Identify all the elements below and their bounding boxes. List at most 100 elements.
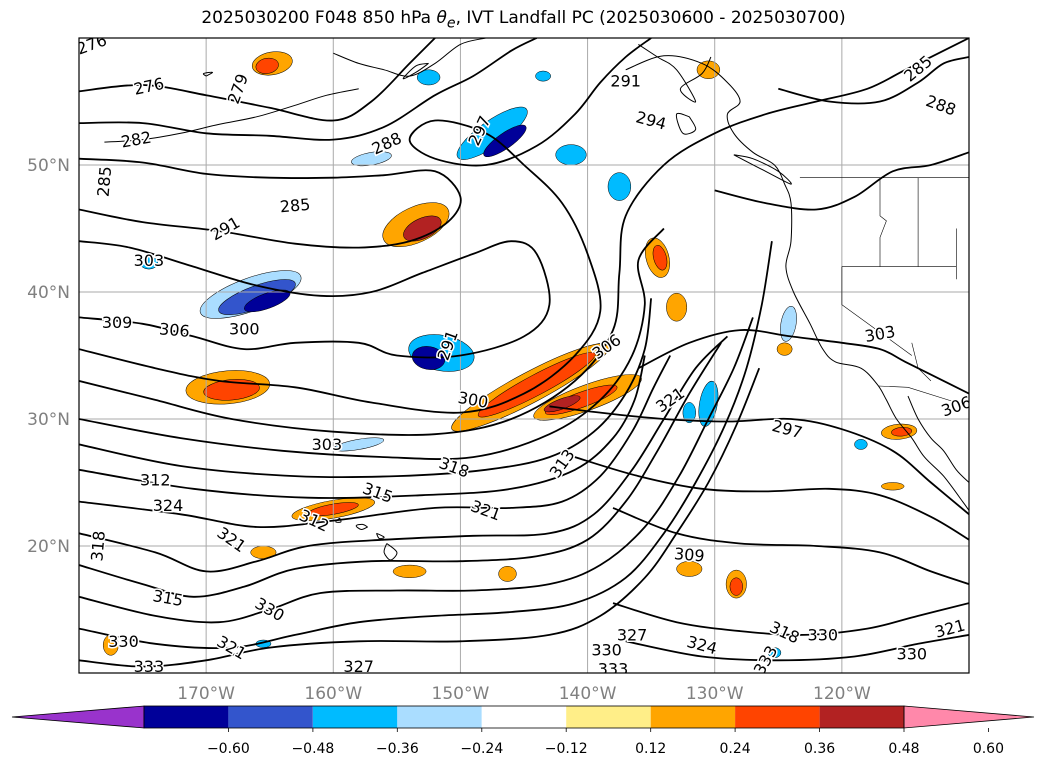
colorbar-segment — [312, 706, 398, 728]
theta-e-contour-2 — [79, 157, 462, 249]
colorbar-tick-label: 0.60 — [973, 741, 1004, 757]
theta-e-contour-5 — [79, 38, 969, 437]
title-subscript: e — [446, 15, 456, 32]
theta-e-contour-17 — [612, 507, 969, 585]
map-title: 2025030200 F048 850 hPa θe, IVT Landfall… — [0, 8, 1047, 31]
y-tick-label: 30°N — [27, 410, 70, 430]
colorbar-tick-label: 0.48 — [888, 741, 919, 757]
contour-label: 309 — [102, 313, 133, 332]
contour-label: 300 — [229, 319, 260, 338]
ivt-anomaly-region-7 — [139, 256, 159, 270]
y-tick-label: 40°N — [27, 283, 70, 303]
theta-e-contour-19 — [625, 634, 969, 662]
graticule — [79, 38, 969, 673]
theta-e-contour-15 — [549, 405, 969, 515]
title-symbol: θ — [436, 8, 447, 28]
title-suffix: , IVT Landfall PC (2025030600 - 20250307… — [455, 8, 846, 28]
map-frame — [78, 37, 970, 674]
x-tick-label: 140°W — [559, 684, 617, 704]
coastline-1 — [907, 395, 969, 483]
colorbar-segment — [397, 706, 482, 728]
colorbar-tick-label: 0.12 — [635, 741, 666, 757]
contour-label: 327 — [617, 625, 648, 644]
ivt-anomaly-region-27 — [682, 402, 696, 424]
ivt-anomaly-region-24 — [652, 245, 668, 271]
ivt-anomaly-region-46 — [776, 342, 793, 356]
coastlines — [104, 38, 969, 561]
x-tick-label: 160°W — [304, 684, 362, 704]
x-tick-label: 120°W — [813, 684, 871, 704]
ivt-anomaly-region-40 — [498, 566, 517, 582]
coastline-10 — [355, 523, 368, 531]
map-background — [79, 38, 969, 673]
theta-e-contour-16 — [574, 456, 969, 541]
contour-label: 318 — [87, 530, 109, 562]
colorbar-tick-label: −0.48 — [291, 741, 334, 757]
ivt-anomaly-region-37 — [676, 561, 703, 577]
coastline-8 — [733, 154, 792, 185]
colorbar-segment — [735, 706, 820, 728]
ivt-anomaly-region-45 — [854, 439, 868, 450]
contour-label: 333 — [598, 660, 629, 679]
colorbar-segment — [481, 706, 567, 728]
contour-label: 291 — [610, 72, 641, 91]
colorbar-segment — [819, 706, 904, 728]
colorbar-segment — [566, 706, 651, 728]
ivt-anomaly-region-39 — [729, 577, 743, 596]
colorbar-tick-label: −0.12 — [545, 741, 588, 757]
ivt-anomaly-region-28 — [780, 305, 797, 342]
ivt-anomaly-region-29 — [696, 60, 721, 79]
ivt-anomaly-region-47 — [535, 70, 551, 82]
x-tick-label: 170°W — [177, 684, 235, 704]
contour-label: 303 — [134, 251, 165, 270]
border-2 — [879, 177, 887, 267]
ivt-anomaly-region-13 — [483, 124, 527, 157]
border-3 — [841, 266, 912, 356]
coastline-7 — [675, 112, 697, 135]
ivt-anomaly-region-11 — [203, 379, 260, 401]
colorbar-extend-high — [903, 705, 1035, 729]
ivt-anomaly-region-3 — [403, 215, 442, 242]
title-prefix: 2025030200 F048 850 hPa — [201, 8, 437, 28]
contour-label: 309 — [673, 544, 705, 566]
y-tick-label: 20°N — [27, 537, 70, 557]
colorbar-extend-low — [11, 705, 145, 729]
theta-e-contour-12 — [79, 317, 754, 624]
colorbar-segment — [228, 706, 313, 728]
ivt-pc-shading — [102, 51, 918, 659]
coastline-12 — [376, 532, 385, 540]
colorbar-segment — [650, 706, 736, 728]
theta-e-contour-9 — [79, 355, 672, 529]
theta-e-contour-13 — [79, 241, 773, 649]
coastline-3 — [402, 62, 429, 80]
contour-label: 330 — [808, 625, 839, 644]
theta-e-contour-8 — [79, 355, 646, 499]
ivt-anomaly-region-14 — [555, 144, 587, 166]
contour-label: 324 — [153, 496, 184, 515]
contour-label: 330 — [108, 632, 139, 651]
theta-e-contour-18 — [612, 602, 969, 636]
colorbar-tick-label: 0.36 — [804, 741, 835, 757]
ivt-anomaly-region-31 — [891, 426, 913, 437]
colorbar-segment — [144, 706, 229, 728]
ivt-anomaly-region-32 — [881, 482, 905, 491]
theta-e-contour-4 — [79, 38, 652, 414]
ivt-anomaly-region-25 — [666, 292, 688, 322]
theta-e-contour-7 — [79, 298, 652, 479]
contour-label: 333 — [134, 657, 165, 676]
coastline-5 — [202, 71, 214, 77]
contour-label: 285 — [279, 195, 311, 217]
contour-label: 327 — [343, 657, 374, 676]
colorbar-tick-label: 0.24 — [720, 741, 751, 757]
ivt-anomaly-region-43 — [767, 647, 782, 659]
theta-e-contour-6 — [79, 227, 665, 460]
x-tick-label: 130°W — [686, 684, 744, 704]
ivt-anomaly-region-17 — [607, 172, 632, 201]
colorbar: −0.60 −0.48 −0.36 −0.24 −0.12 0.12 0.24 0.36 0.4… — [11, 705, 1035, 757]
axis-tick-labels: 170°W 160°W 150°W 140°W 130°W 120°W 50°N 40°N 30… — [27, 156, 871, 704]
coastline-0 — [625, 55, 969, 511]
theta-e-contour-1 — [79, 38, 538, 141]
coastline-6 — [638, 43, 712, 103]
theta-e-contour-0 — [79, 38, 436, 122]
